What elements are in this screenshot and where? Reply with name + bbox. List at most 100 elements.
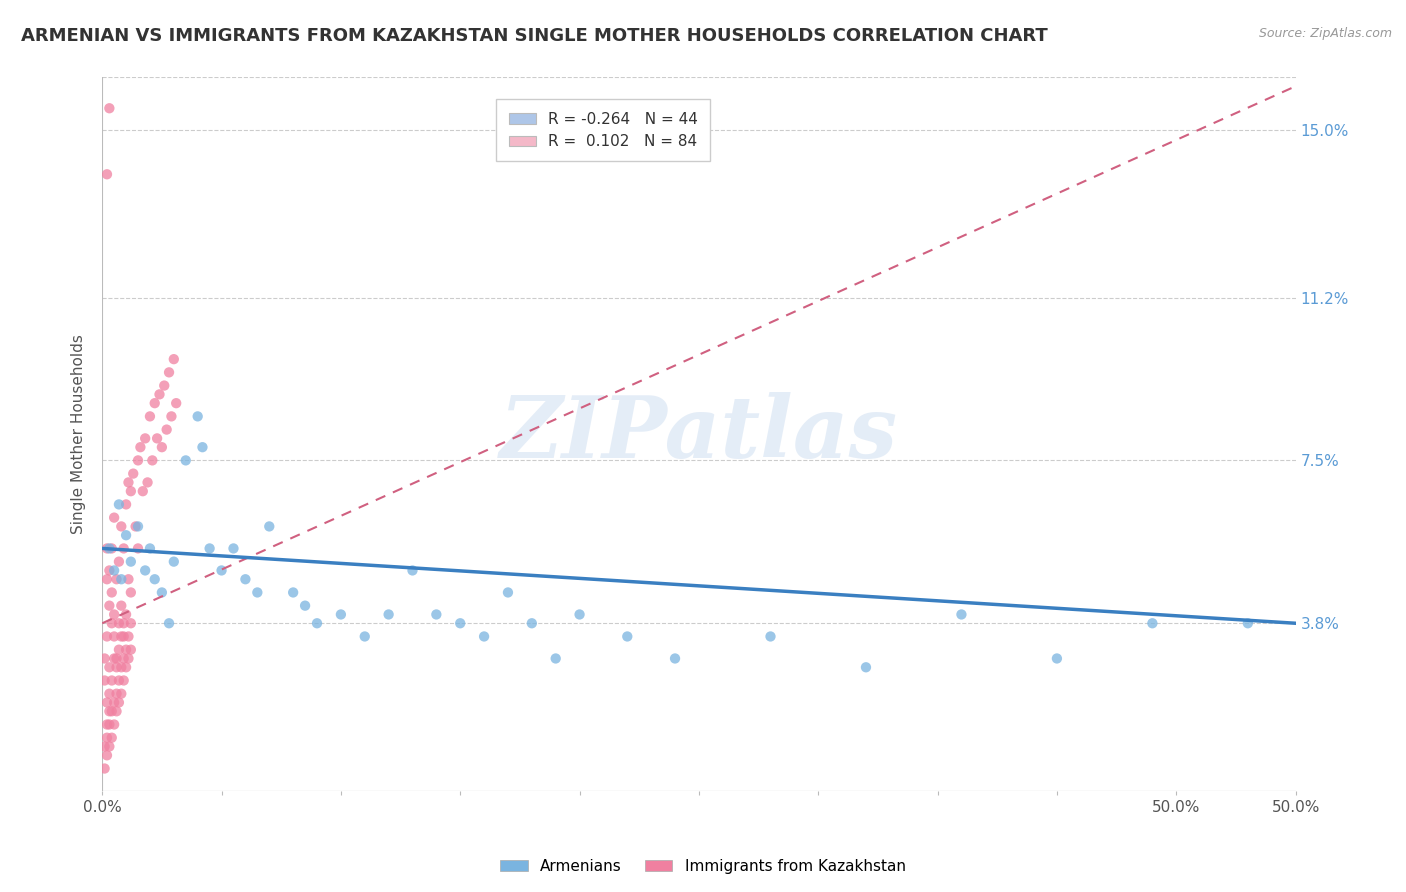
Point <box>148 387 170 401</box>
Point <box>96 731 118 745</box>
Point <box>156 423 179 437</box>
Point <box>401 564 423 578</box>
Point <box>108 673 131 688</box>
Point <box>222 541 245 556</box>
Point <box>100 616 122 631</box>
Point <box>96 167 118 181</box>
Point <box>120 616 142 631</box>
Point <box>120 484 142 499</box>
Point <box>134 431 156 445</box>
Point <box>103 696 125 710</box>
Point <box>139 409 162 424</box>
Point <box>294 599 316 613</box>
Point <box>103 510 125 524</box>
Point <box>96 717 118 731</box>
Point <box>160 409 183 424</box>
Point <box>96 748 118 763</box>
Point <box>105 687 128 701</box>
Point <box>108 616 131 631</box>
Point <box>855 660 877 674</box>
Point <box>100 731 122 745</box>
Point <box>110 519 132 533</box>
Point <box>520 616 543 631</box>
Point <box>93 762 115 776</box>
Point <box>163 352 186 367</box>
Point <box>174 453 197 467</box>
Point <box>136 475 159 490</box>
Point <box>105 572 128 586</box>
Point <box>93 673 115 688</box>
Point <box>139 541 162 556</box>
Text: ARMENIAN VS IMMIGRANTS FROM KAZAKHSTAN SINGLE MOTHER HOUSEHOLDS CORRELATION CHAR: ARMENIAN VS IMMIGRANTS FROM KAZAKHSTAN S… <box>21 27 1047 45</box>
Point <box>191 440 214 454</box>
Point <box>100 541 122 556</box>
Point <box>1237 616 1260 631</box>
Point <box>108 696 131 710</box>
Point <box>122 467 145 481</box>
Point <box>96 696 118 710</box>
Point <box>110 599 132 613</box>
Point <box>103 630 125 644</box>
Point <box>143 396 166 410</box>
Point <box>117 651 139 665</box>
Point <box>112 541 135 556</box>
Point <box>100 673 122 688</box>
Point <box>283 585 305 599</box>
Point <box>544 651 567 665</box>
Point <box>127 541 149 556</box>
Point <box>115 642 138 657</box>
Point <box>120 642 142 657</box>
Point <box>150 440 173 454</box>
Point <box>115 528 138 542</box>
Point <box>353 630 375 644</box>
Point <box>96 572 118 586</box>
Point <box>129 440 152 454</box>
Point <box>98 101 121 115</box>
Point <box>103 607 125 622</box>
Point <box>108 555 131 569</box>
Point <box>117 630 139 644</box>
Point <box>235 572 257 586</box>
Point <box>187 409 209 424</box>
Point <box>127 519 149 533</box>
Point <box>759 630 782 644</box>
Point <box>120 555 142 569</box>
Point <box>96 630 118 644</box>
Point <box>198 541 221 556</box>
Text: Source: ZipAtlas.com: Source: ZipAtlas.com <box>1258 27 1392 40</box>
Point <box>150 585 173 599</box>
Point <box>616 630 638 644</box>
Point <box>98 739 121 754</box>
Legend: R = -0.264   N = 44, R =  0.102   N = 84: R = -0.264 N = 44, R = 0.102 N = 84 <box>496 99 710 161</box>
Point <box>98 660 121 674</box>
Point <box>112 673 135 688</box>
Point <box>496 585 519 599</box>
Point <box>110 630 132 644</box>
Point <box>112 630 135 644</box>
Point <box>98 704 121 718</box>
Point <box>127 453 149 467</box>
Point <box>93 651 115 665</box>
Point <box>105 704 128 718</box>
Point <box>165 396 187 410</box>
Point <box>246 585 269 599</box>
Point <box>100 704 122 718</box>
Point <box>449 616 471 631</box>
Point <box>124 519 146 533</box>
Point <box>103 651 125 665</box>
Point <box>98 599 121 613</box>
Point <box>93 739 115 754</box>
Point <box>98 687 121 701</box>
Point <box>103 564 125 578</box>
Point <box>117 572 139 586</box>
Point <box>98 541 121 556</box>
Point <box>1142 616 1164 631</box>
Point <box>472 630 495 644</box>
Point <box>110 687 132 701</box>
Point <box>377 607 399 622</box>
Point <box>305 616 328 631</box>
Point <box>146 431 169 445</box>
Point <box>143 572 166 586</box>
Point <box>132 484 155 499</box>
Point <box>117 475 139 490</box>
